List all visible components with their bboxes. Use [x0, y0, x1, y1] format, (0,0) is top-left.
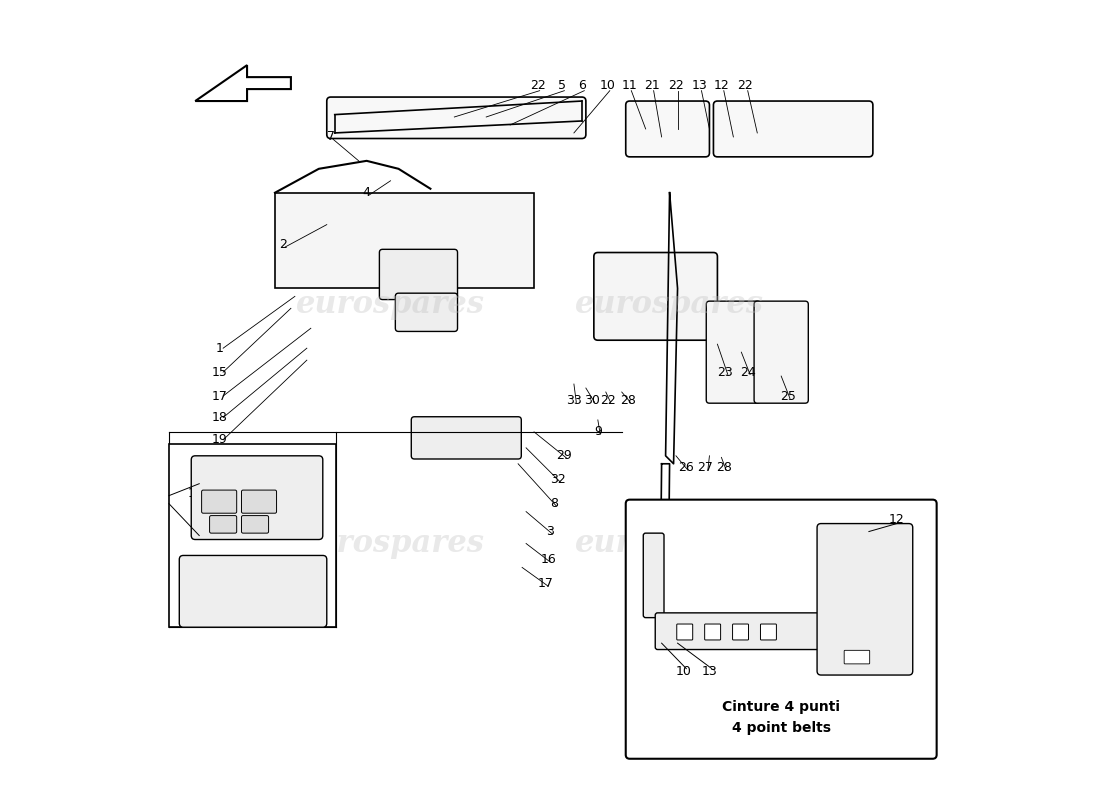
Text: 28: 28: [716, 462, 732, 474]
Text: 13: 13: [692, 78, 707, 91]
Text: 25: 25: [780, 390, 795, 402]
FancyBboxPatch shape: [191, 456, 322, 539]
Text: 27: 27: [697, 462, 714, 474]
Text: 8: 8: [550, 497, 558, 510]
FancyBboxPatch shape: [242, 515, 268, 533]
Text: 16: 16: [540, 553, 557, 566]
Text: 17: 17: [538, 577, 554, 590]
Text: 2: 2: [279, 238, 287, 251]
Text: 6: 6: [578, 78, 586, 91]
Text: 20: 20: [301, 610, 317, 623]
FancyBboxPatch shape: [626, 101, 710, 157]
Text: 22: 22: [737, 78, 754, 91]
FancyBboxPatch shape: [242, 490, 276, 514]
Text: 22: 22: [668, 78, 684, 91]
Text: eurospares: eurospares: [575, 528, 764, 559]
Text: 15: 15: [211, 366, 227, 378]
Text: 10: 10: [600, 78, 615, 91]
Text: 30: 30: [584, 394, 601, 406]
Text: 18: 18: [301, 597, 317, 610]
Text: 29: 29: [557, 450, 572, 462]
Text: 14: 14: [187, 486, 204, 500]
Text: 7: 7: [327, 130, 334, 143]
FancyBboxPatch shape: [327, 97, 586, 138]
Text: eurospares: eurospares: [575, 289, 764, 320]
Text: 24: 24: [740, 366, 756, 378]
Text: 5: 5: [558, 78, 566, 91]
Text: 22: 22: [601, 394, 616, 406]
Text: 17: 17: [211, 390, 227, 402]
Text: 11: 11: [621, 78, 638, 91]
Text: Cinture 4 punti: Cinture 4 punti: [723, 700, 840, 714]
Text: 13: 13: [702, 665, 717, 678]
Text: 4: 4: [363, 186, 371, 199]
FancyBboxPatch shape: [179, 555, 327, 627]
Text: 12: 12: [889, 513, 904, 526]
Text: 21: 21: [645, 78, 660, 91]
Text: 1: 1: [216, 342, 223, 354]
Text: 23: 23: [717, 366, 734, 378]
FancyBboxPatch shape: [706, 301, 760, 403]
Text: 22: 22: [530, 78, 546, 91]
Text: 14: 14: [187, 489, 204, 502]
Polygon shape: [195, 65, 290, 101]
Text: 28: 28: [620, 394, 636, 406]
Polygon shape: [275, 193, 535, 288]
Text: 31: 31: [301, 581, 317, 594]
Text: 3: 3: [546, 525, 554, 538]
FancyBboxPatch shape: [714, 101, 873, 157]
Text: 33: 33: [566, 394, 582, 406]
Text: 32: 32: [550, 474, 565, 486]
FancyBboxPatch shape: [676, 624, 693, 640]
FancyBboxPatch shape: [844, 650, 870, 664]
Text: eurospares: eurospares: [296, 289, 485, 320]
FancyBboxPatch shape: [755, 301, 808, 403]
Text: 9: 9: [594, 426, 602, 438]
Text: 19: 19: [317, 597, 333, 610]
FancyBboxPatch shape: [817, 523, 913, 675]
FancyBboxPatch shape: [626, 500, 937, 758]
FancyBboxPatch shape: [705, 624, 720, 640]
Text: eurospares: eurospares: [296, 528, 485, 559]
FancyBboxPatch shape: [656, 613, 827, 650]
FancyBboxPatch shape: [169, 444, 337, 627]
FancyBboxPatch shape: [411, 417, 521, 459]
FancyBboxPatch shape: [379, 250, 458, 299]
FancyBboxPatch shape: [201, 490, 236, 514]
Text: 19: 19: [211, 434, 227, 446]
FancyBboxPatch shape: [733, 624, 748, 640]
Text: 10: 10: [676, 665, 692, 678]
Text: 26: 26: [678, 462, 693, 474]
Text: 12: 12: [714, 78, 729, 91]
FancyBboxPatch shape: [210, 515, 236, 533]
FancyBboxPatch shape: [760, 624, 777, 640]
Text: 4 point belts: 4 point belts: [732, 722, 830, 735]
FancyBboxPatch shape: [395, 293, 458, 331]
FancyBboxPatch shape: [644, 533, 664, 618]
Text: 18: 18: [211, 411, 227, 424]
FancyBboxPatch shape: [594, 253, 717, 340]
